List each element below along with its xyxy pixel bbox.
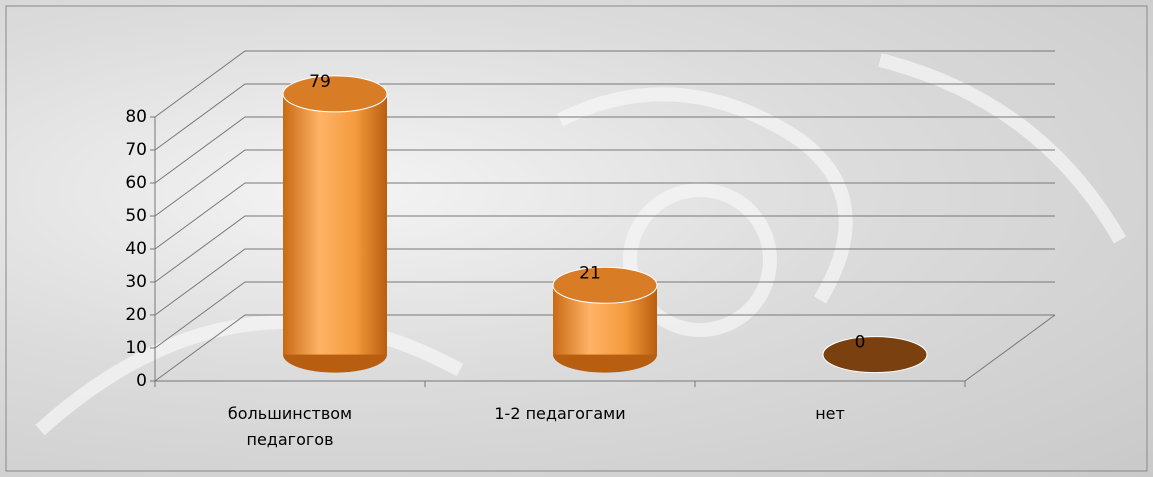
y-tick-label: 30 <box>125 272 147 292</box>
bar <box>283 76 387 373</box>
bar <box>553 267 657 372</box>
y-tick-label: 20 <box>125 305 147 325</box>
y-tick-label: 80 <box>125 107 147 127</box>
bar-top <box>553 267 657 303</box>
data-label: 21 <box>579 263 601 283</box>
x-tick-label: большинством педагогов <box>210 401 370 453</box>
y-tick-label: 0 <box>136 371 147 391</box>
y-tick-label: 40 <box>125 239 147 259</box>
bar-top <box>823 337 927 373</box>
bar-body <box>283 94 387 355</box>
y-tick-label: 70 <box>125 140 147 160</box>
bar-top <box>283 76 387 112</box>
y-tick-label: 60 <box>125 173 147 193</box>
y-tick-label: 50 <box>125 206 147 226</box>
y-tick-label: 10 <box>125 338 147 358</box>
bar <box>823 337 927 373</box>
data-label: 0 <box>855 333 866 353</box>
data-label: 79 <box>309 72 331 92</box>
x-tick-label: 1-2 педагогами <box>480 401 640 427</box>
chart: 0 10 20 30 40 50 60 70 80 79 21 0 большинством педа… <box>0 0 1153 477</box>
x-tick-label: нет <box>750 401 910 427</box>
